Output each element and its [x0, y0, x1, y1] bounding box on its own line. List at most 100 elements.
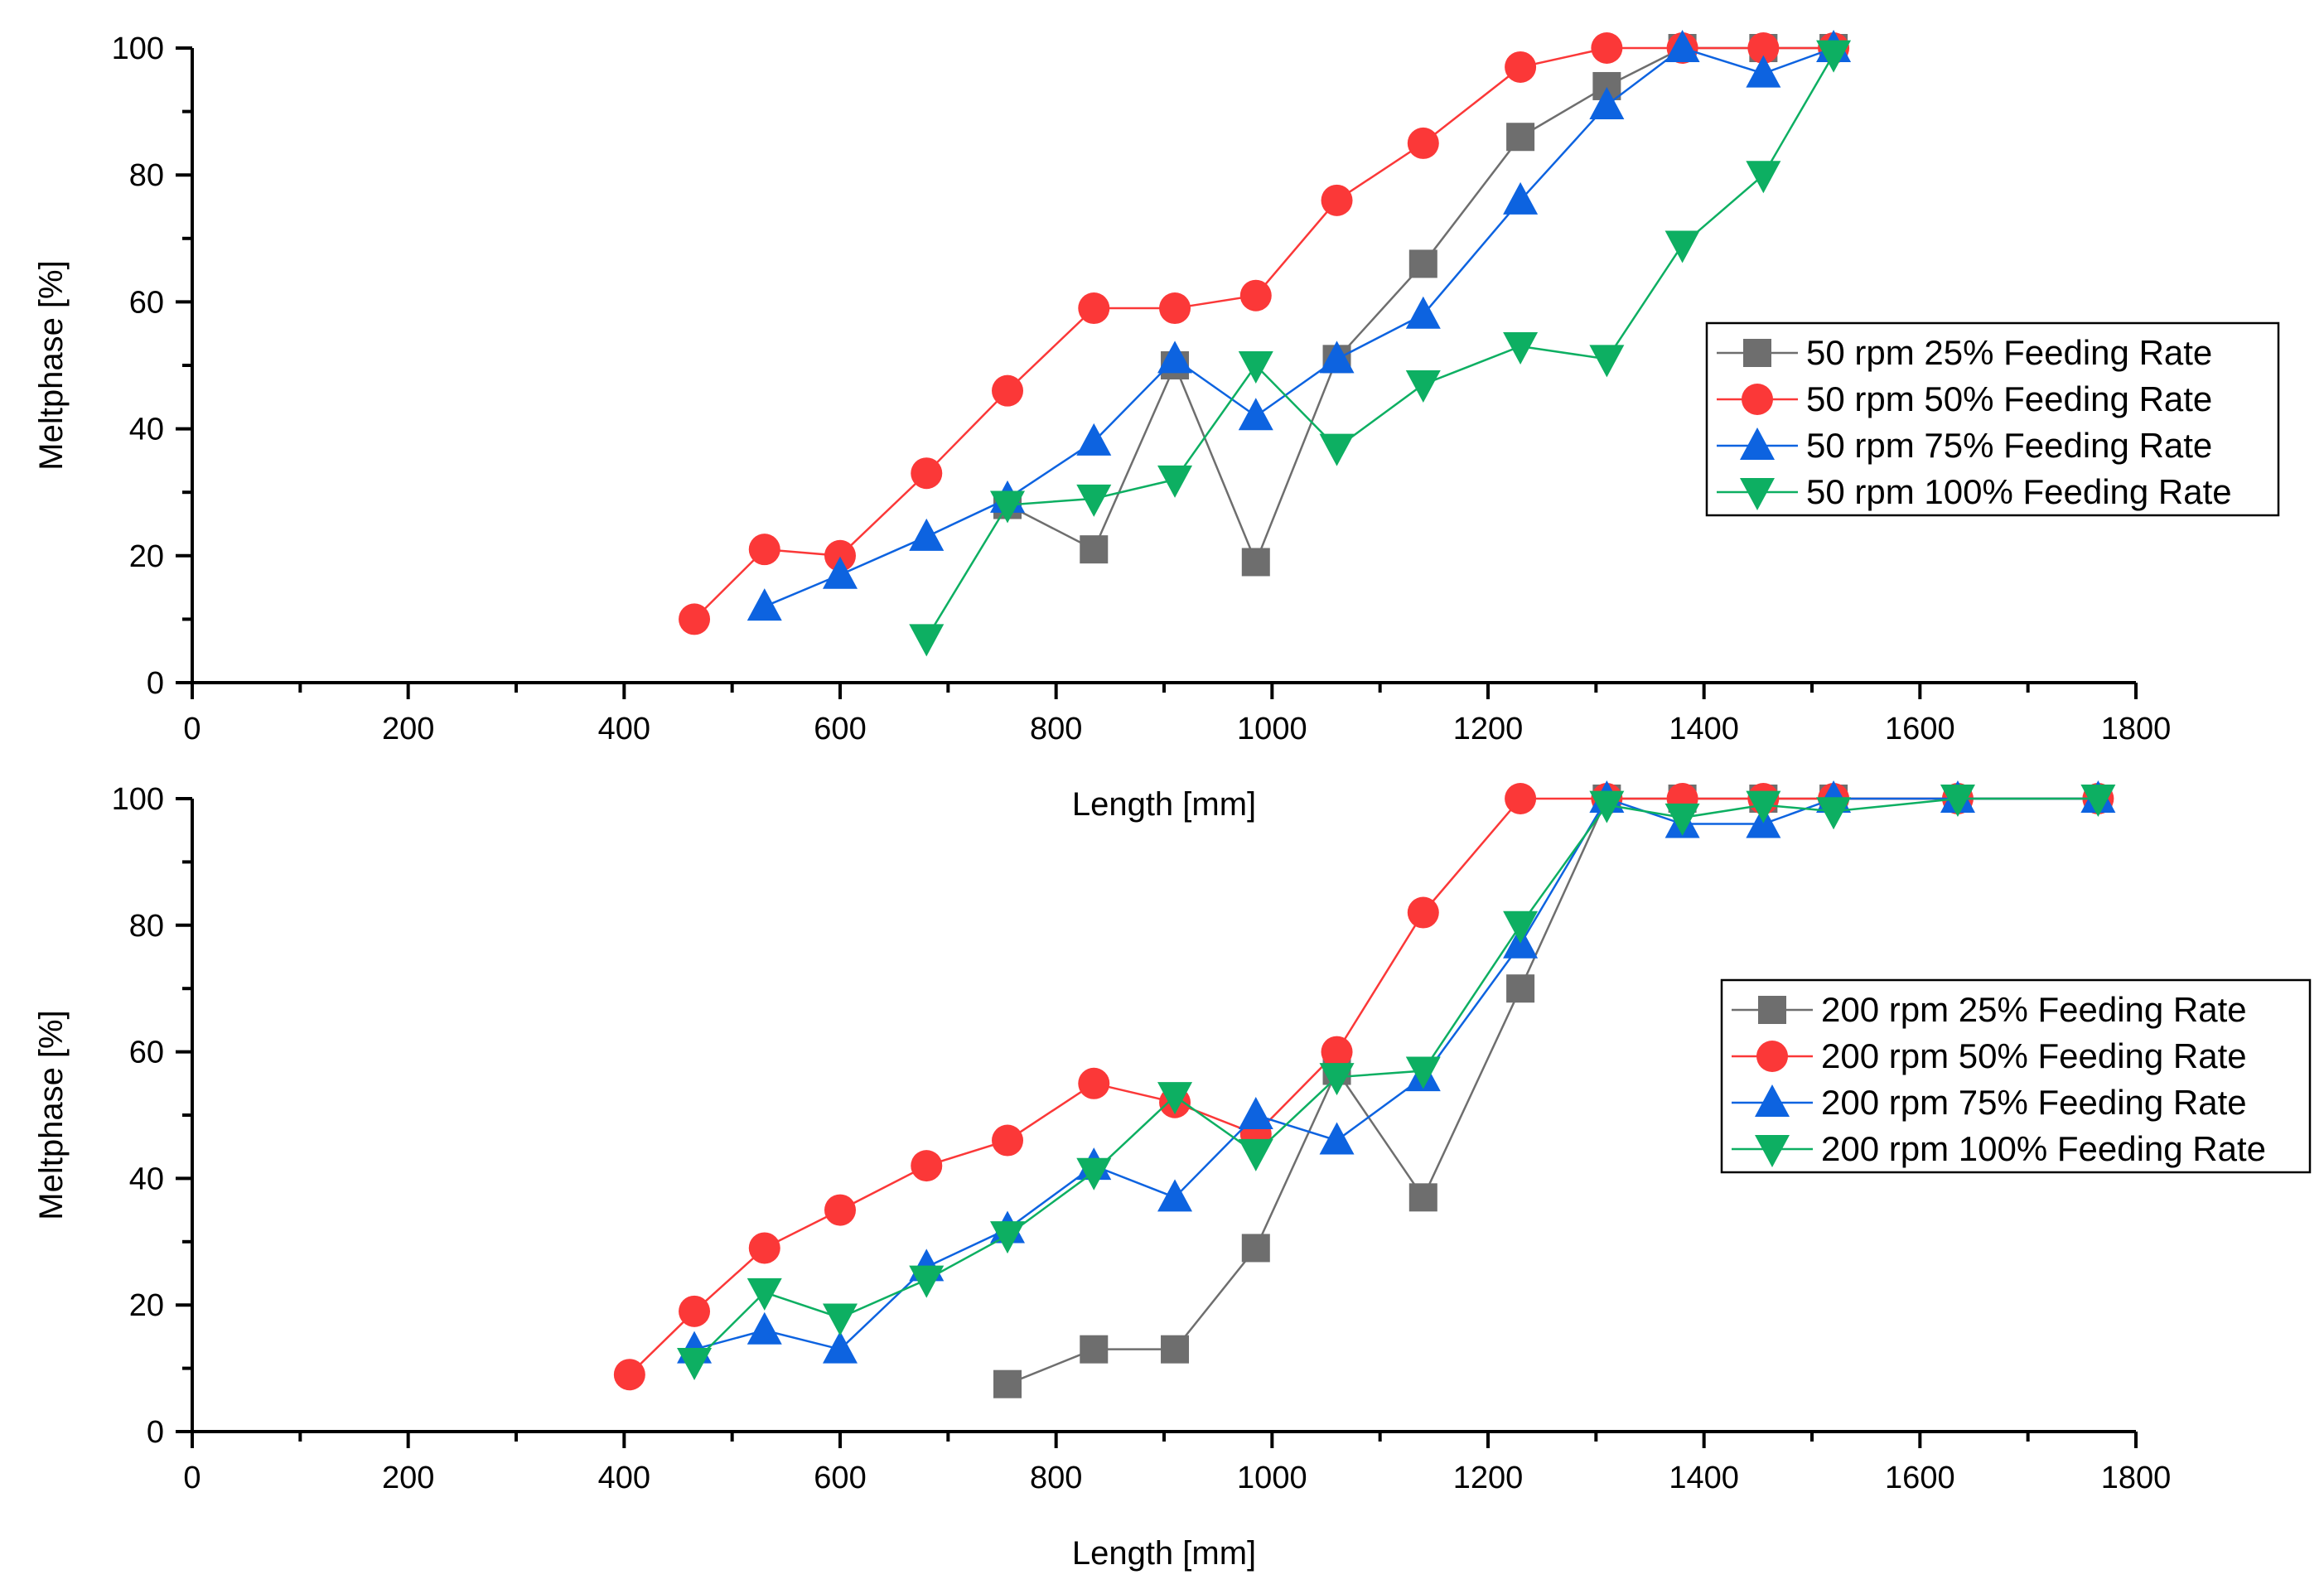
x-tick-label: 1600	[1885, 712, 1955, 746]
y-tick-label: 80	[129, 909, 164, 944]
data-point	[992, 374, 1024, 407]
legend-label: 50 rpm 75% Feeding Rate	[1806, 426, 2212, 465]
data-point	[613, 1359, 645, 1391]
x-tick-label: 1800	[2101, 712, 2172, 746]
data-point	[1408, 249, 1437, 278]
legend-item: 200 rpm 25% Feeding Rate	[1732, 990, 2247, 1029]
series-line	[693, 46, 1834, 621]
data-point	[1080, 1335, 1109, 1364]
chart-panel-2: 0 200 400 600 800 1000 1200 1400 1600 1800 0 20 40 60…	[33, 780, 2312, 1572]
x-tick-label: 1000	[1237, 712, 1307, 746]
legend-item: 50 rpm 25% Feeding Rate	[1717, 333, 2212, 372]
y-tick-label: 0	[147, 1415, 164, 1450]
data-point	[1746, 161, 1781, 194]
y-tick-label: 40	[129, 413, 164, 447]
data-point	[1505, 51, 1537, 83]
data-point	[1080, 535, 1109, 564]
x-tick-label: 0	[183, 712, 201, 746]
x-axis-title: Length [mm]	[1072, 1535, 1256, 1572]
legend-item: 50 rpm 100% Feeding Rate	[1717, 472, 2232, 511]
data-point	[1319, 433, 1355, 466]
data-point	[823, 1303, 858, 1336]
data-point	[1589, 86, 1625, 119]
data-point	[1405, 296, 1441, 329]
data-point	[1161, 1335, 1190, 1364]
x-tick-label: 800	[1030, 1461, 1082, 1495]
legend-marker	[1755, 1135, 1790, 1167]
x-tick-label: 1200	[1453, 1461, 1524, 1495]
series-4	[909, 40, 1852, 657]
x-tick-label: 1000	[1237, 1461, 1307, 1495]
data-point	[1503, 332, 1539, 365]
legend-box	[1720, 978, 2312, 1174]
legend: 50 rpm 25% Feeding Rate 50 rpm 50% Feedin…	[1705, 321, 2280, 517]
legend-marker	[1742, 384, 1773, 415]
data-point	[1506, 123, 1535, 152]
y-tick-label: 60	[129, 285, 164, 320]
data-point	[1664, 30, 1700, 62]
data-point	[1319, 1063, 1355, 1096]
y-tick-label: 60	[129, 1036, 164, 1070]
x-tick-label: 0	[183, 1461, 201, 1495]
y-tick-label: 20	[129, 1288, 164, 1323]
data-point	[1940, 785, 1975, 817]
data-point	[1503, 910, 1539, 944]
x-tick-label: 1800	[2101, 1461, 2172, 1495]
data-point	[1241, 548, 1270, 577]
legend-item: 200 rpm 100% Feeding Rate	[1732, 1129, 2266, 1168]
data-point	[990, 490, 1026, 524]
data-point	[1407, 896, 1439, 929]
y-axis-title: Meltphase [%]	[33, 1010, 70, 1220]
data-point	[992, 1124, 1024, 1157]
x-tick-label: 1400	[1669, 712, 1739, 746]
x-tick-label: 400	[598, 712, 650, 746]
data-point	[679, 1295, 711, 1327]
data-point	[1589, 790, 1625, 823]
data-point	[1238, 351, 1273, 384]
x-tick-label: 200	[382, 712, 434, 746]
data-point	[1076, 423, 1112, 456]
y-tick-label: 100	[112, 31, 164, 66]
data-point	[911, 1150, 943, 1182]
legend-label: 200 rpm 50% Feeding Rate	[1821, 1036, 2247, 1075]
chart-panel-1: 0 200 400 600 800 1000 1200 1400 1600 1800 0 20 40 60…	[33, 30, 2280, 823]
data-point	[1506, 974, 1535, 1003]
legend-label: 200 rpm 100% Feeding Rate	[1821, 1129, 2266, 1168]
data-point	[1238, 1138, 1273, 1171]
data-point	[1157, 1082, 1193, 1115]
data-point	[746, 588, 782, 621]
data-point	[677, 1347, 713, 1380]
series-3	[746, 30, 1852, 621]
data-point	[1664, 803, 1700, 836]
data-point	[1591, 32, 1623, 64]
y-tick-label: 100	[112, 782, 164, 817]
legend-marker	[1756, 1041, 1788, 1072]
data-point	[1319, 340, 1355, 374]
data-point	[1159, 292, 1191, 325]
data-point	[1078, 292, 1110, 325]
data-point	[1664, 230, 1700, 263]
data-point	[1241, 1234, 1270, 1263]
data-point	[1747, 32, 1780, 64]
data-point	[1746, 790, 1781, 823]
data-point	[1321, 184, 1353, 216]
data-point	[909, 624, 945, 657]
data-point	[746, 1277, 782, 1311]
data-point	[1408, 1183, 1437, 1212]
data-point	[990, 1221, 1026, 1254]
data-point	[1505, 783, 1537, 814]
data-point	[993, 1369, 1022, 1398]
legend-label: 200 rpm 75% Feeding Rate	[1821, 1083, 2247, 1122]
legend-marker	[1743, 339, 1771, 367]
data-point	[1238, 1097, 1273, 1129]
data-point	[2080, 785, 2116, 817]
data-point	[1589, 345, 1625, 378]
data-point	[909, 518, 945, 551]
legend-item: 50 rpm 75% Feeding Rate	[1717, 426, 2212, 465]
data-point	[1319, 1122, 1355, 1155]
y-tick-label: 40	[129, 1162, 164, 1196]
legend-label: 50 rpm 100% Feeding Rate	[1806, 472, 2232, 511]
x-tick-label: 1600	[1885, 1461, 1955, 1495]
x-tick-label: 800	[1030, 712, 1082, 746]
